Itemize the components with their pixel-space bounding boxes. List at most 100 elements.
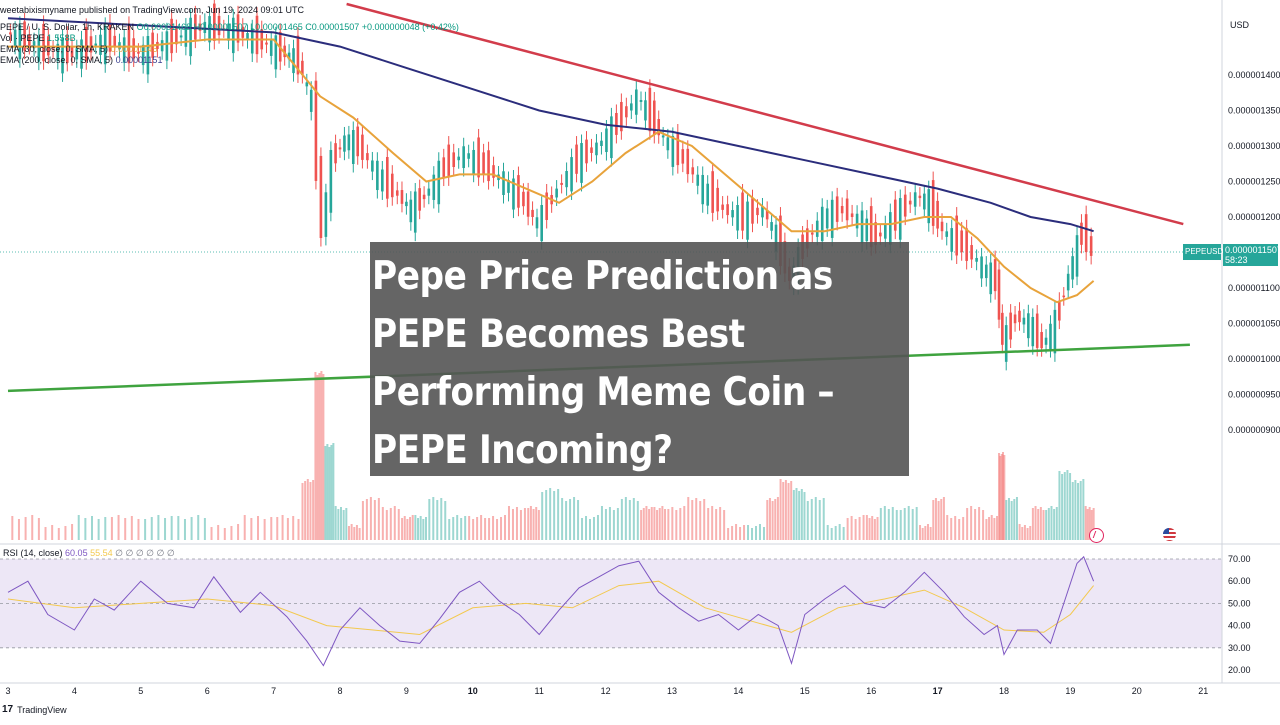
candle-body xyxy=(770,222,773,231)
volume-bar xyxy=(177,516,180,540)
volume-bar xyxy=(197,515,200,540)
candle-body xyxy=(179,35,183,38)
volume-bar xyxy=(337,509,340,540)
candle-body xyxy=(189,17,192,57)
volume-bar xyxy=(798,491,801,540)
volume-bar xyxy=(1018,524,1021,540)
rsi-label: RSI (14, close) xyxy=(3,548,63,558)
rsi-extra: ∅ ∅ ∅ ∅ ∅ ∅ xyxy=(115,548,175,558)
candle-body xyxy=(127,24,131,64)
volume-bar xyxy=(929,527,932,540)
price-tick-label: 0.0000012500 xyxy=(1228,177,1280,187)
volume-bar xyxy=(1007,498,1010,540)
candle-body xyxy=(492,165,495,178)
volume-bar xyxy=(306,479,309,540)
candle-body xyxy=(635,89,638,115)
volume-bar xyxy=(1061,474,1064,540)
volume-bar xyxy=(414,515,417,540)
volume-bar xyxy=(873,519,876,540)
candle-body xyxy=(671,135,675,167)
time-tick-label: 18 xyxy=(999,686,1009,696)
candle-body xyxy=(113,35,117,47)
rsi-legend: RSI (14, close) 60.05 55.54 ∅ ∅ ∅ ∅ ∅ ∅ xyxy=(3,548,175,559)
candle-body xyxy=(825,208,829,229)
volume-bar xyxy=(565,501,568,540)
volume-bar xyxy=(527,508,530,540)
time-tick-label: 16 xyxy=(866,686,876,696)
volume-bar xyxy=(297,519,300,540)
candle-body xyxy=(309,89,313,112)
candle-body xyxy=(1027,313,1030,339)
volume-bar xyxy=(600,506,603,540)
candle-body xyxy=(366,153,369,161)
flash-icon[interactable] xyxy=(1089,528,1104,543)
volume-bar xyxy=(312,480,315,540)
volume-bar xyxy=(656,510,659,540)
candle-body xyxy=(351,130,355,164)
volume-bar xyxy=(330,445,333,540)
candle-body xyxy=(779,215,782,267)
volume-bar xyxy=(440,498,443,540)
legend-ema30-label: EMA (30, close, 0, SMA, 5) xyxy=(0,44,109,54)
volume-bar xyxy=(1023,525,1026,540)
candle-body xyxy=(810,232,814,235)
candle-body xyxy=(639,99,643,102)
candle-body xyxy=(413,191,417,233)
volume-bar xyxy=(774,499,777,540)
candle-body xyxy=(296,35,300,75)
volume-bar xyxy=(664,509,667,540)
candle-body xyxy=(676,132,680,166)
volume-bar xyxy=(792,490,795,540)
volume-bar xyxy=(334,506,337,540)
volume-bar xyxy=(488,518,491,540)
volume-bar xyxy=(223,528,226,540)
candle-body xyxy=(502,171,505,195)
candle-body xyxy=(960,230,963,253)
volume-bar xyxy=(324,446,327,540)
volume-bar xyxy=(1084,506,1087,540)
rsi-tick-label: 20.00 xyxy=(1228,665,1251,675)
candle-body xyxy=(334,143,337,164)
price-tag-symbol: PEPEUSD xyxy=(1185,247,1223,256)
candle-body xyxy=(84,26,88,62)
candle-body xyxy=(970,245,973,260)
candle-body xyxy=(696,174,700,186)
volume-bar xyxy=(970,506,973,540)
price-tick-label: 0.0000013500 xyxy=(1228,106,1280,116)
candle-body xyxy=(80,39,83,69)
volume-bar xyxy=(51,525,54,540)
volume-bar xyxy=(1058,471,1061,540)
candle-body xyxy=(386,157,389,199)
volume-bar xyxy=(766,500,769,540)
volume-bar xyxy=(1026,528,1029,540)
candle-body xyxy=(51,48,55,50)
volume-bar xyxy=(217,525,220,540)
candle-body xyxy=(913,192,917,207)
candle-body xyxy=(1089,236,1093,256)
volume-bar xyxy=(862,515,865,540)
footer: 17 TradingView xyxy=(2,704,67,715)
candle-body xyxy=(23,21,26,51)
volume-bar xyxy=(1015,497,1018,540)
volume-bar xyxy=(1031,508,1034,540)
volume-bar xyxy=(648,509,651,540)
candle-body xyxy=(236,14,240,43)
candle-body xyxy=(560,182,563,185)
volume-bar xyxy=(907,506,910,540)
candle-body xyxy=(746,201,749,240)
volume-bar xyxy=(650,507,653,540)
rsi-tick-label: 30.00 xyxy=(1228,643,1251,653)
volume-bar xyxy=(250,518,253,540)
volume-bar xyxy=(37,518,40,540)
volume-bar xyxy=(624,497,627,540)
rsi-tick-label: 70.00 xyxy=(1228,554,1251,564)
candle-body xyxy=(774,224,778,252)
volume-bar xyxy=(739,527,742,540)
volume-bar xyxy=(675,510,678,540)
volume-bar xyxy=(932,500,935,540)
candle-body xyxy=(437,160,441,205)
us-flag-icon[interactable] xyxy=(1163,528,1176,541)
candle-body xyxy=(1013,314,1017,324)
volume-bar xyxy=(355,525,358,540)
